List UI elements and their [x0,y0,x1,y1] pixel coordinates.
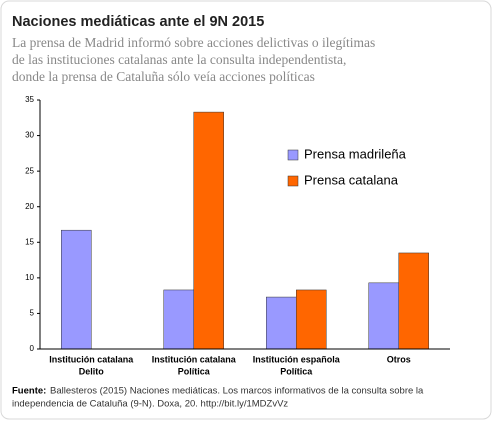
bar [398,252,429,350]
subtitle: La prensa de Madrid informó sobre accion… [12,35,375,50]
subtitle: de las instituciones catalanas ante la c… [12,52,346,67]
bar [163,289,194,350]
y-tick-label: 35 [25,95,34,104]
chart-title: Naciones mediáticas ante el 9N 2015 [12,14,264,30]
x-tick-label: Política [280,366,313,376]
source-text: Ballesteros (2015) Naciones mediáticas. … [50,386,424,397]
y-tick-label: 0 [30,344,35,353]
bar [266,296,297,350]
x-tick-label: Delito [79,366,105,376]
bar [193,111,224,350]
y-tick-label: 15 [25,237,34,246]
y-tick-label: 30 [25,131,34,140]
bar [368,282,399,350]
source-label: Fuente: [12,386,46,397]
x-tick-label: Política [178,366,211,376]
source-text: independencia de Cataluña (9-N). Doxa, 2… [12,399,288,410]
legend-label: Prensa catalana [304,172,399,187]
x-tick-label: Otros [387,354,411,364]
bar [61,229,92,350]
x-tick-label: Institución española [253,354,341,364]
bar [296,289,327,350]
legend-swatch [287,149,299,161]
subtitle: donde la prensa de Cataluña sólo veía ac… [12,69,315,84]
y-tick-label: 25 [25,166,34,175]
legend-swatch [287,175,299,187]
legend-label: Prensa madrileña [304,146,407,161]
x-tick-label: Institución catalana [49,354,134,364]
x-tick-label: Institución catalana [152,354,237,364]
y-tick-label: 20 [25,202,34,211]
y-tick-label: 5 [30,309,35,318]
y-tick-label: 10 [25,273,34,282]
